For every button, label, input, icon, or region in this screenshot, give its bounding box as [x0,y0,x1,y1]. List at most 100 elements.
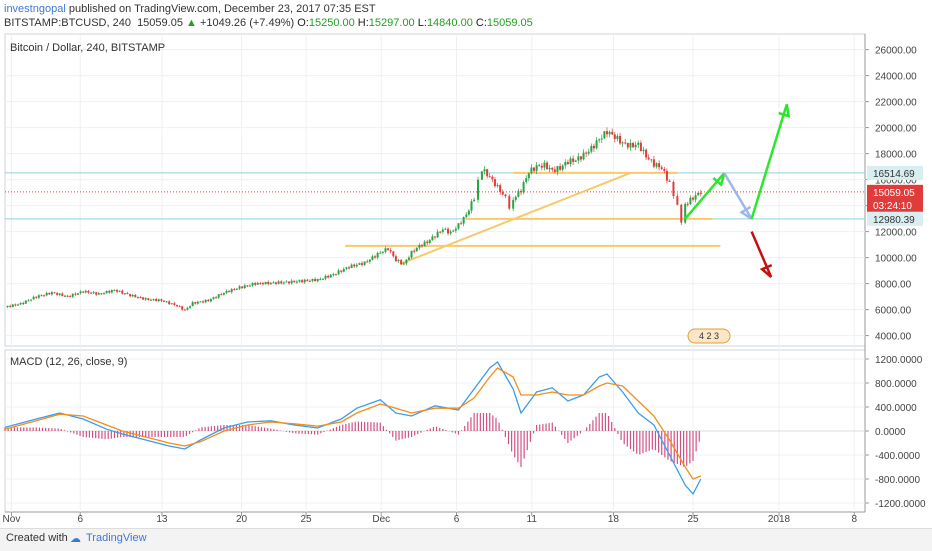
candle-body [173,303,176,305]
candle-body [152,299,155,301]
candle-body [543,162,546,168]
x-tick-label: 20 [236,514,248,525]
candle-body [553,169,556,172]
candle-body [577,156,580,161]
candle-body [371,256,374,260]
y-tick-label: 8000.00 [875,280,912,291]
candle-body [611,131,614,135]
candle-body [394,256,397,262]
candle-body [32,296,35,300]
candle-body [108,290,111,293]
chart-canvas[interactable]: 26000.00 24000.00 22000.00 20000.00 18000.00… [0,0,932,528]
candle-body [176,304,178,307]
candle-body [277,281,280,284]
candle-body [358,263,361,265]
macd-tick-label: -400.0000 [875,451,920,462]
candle-body [569,158,572,164]
candle-body [207,299,210,302]
candle-body [517,191,520,197]
candle-body [441,229,444,232]
x-tick-label: 25 [687,514,699,525]
candle-body [134,294,137,298]
candle-body [368,259,371,262]
candle-body [267,281,270,285]
created-with-text: Created with [6,532,68,544]
macd-tick-label: 0.0000 [875,427,906,438]
candle-body [126,293,129,295]
macd-title: MACD (12, 26, close, 9) [10,356,128,368]
candle-body [87,290,90,293]
publish-info: investngopal published on TradingView.co… [4,2,376,16]
price-label: 12980.39 [873,215,915,226]
up-triangle-icon: ▲ [186,17,197,29]
candle-body [363,261,366,265]
candle-body [379,252,382,254]
candle-body [434,236,436,238]
candle-body [147,298,150,300]
price-pane [4,33,866,347]
candle-body [546,162,549,170]
candle-body [269,282,272,285]
candle-body [572,158,575,162]
candle-body [209,299,212,302]
author-link[interactable]: investngopal [4,3,66,15]
candle-body [298,280,301,282]
candle-body [420,245,423,247]
candle-body [262,283,264,285]
candle-body [595,140,598,149]
y-tick-label: 18000.00 [875,150,917,161]
candle-body [272,282,275,284]
candle-body [621,142,624,144]
tradingview-link[interactable]: TradingView [86,532,147,544]
candle-body [58,293,61,295]
candle-body [400,260,403,265]
candle-body [387,248,390,251]
candle-body [48,292,51,295]
candle-body [538,165,541,167]
candle-body [157,299,160,302]
y-tick-label: 24000.00 [875,72,917,83]
candle-body [374,256,377,258]
candle-body [217,294,220,298]
candle-body [402,263,405,265]
session-badge [687,328,731,344]
x-tick-label: 18 [608,514,620,525]
last-price: 15059.05 [137,17,183,29]
projection-arrow-gray [723,172,753,220]
candle-body [566,162,569,164]
candle-body [162,300,165,302]
candle-body [40,295,43,297]
candle-body [587,151,590,154]
candle-body [376,252,379,258]
candle-body [499,185,502,193]
candle-body [473,199,476,202]
candle-body [491,176,494,180]
candle-body [79,291,82,294]
candle-body [512,199,515,209]
candle-body [230,289,233,293]
y-tick-label: 20000.00 [875,124,917,135]
candle-body [501,192,504,195]
candle-body [22,302,25,304]
candle-body [616,135,619,139]
candle-body [384,248,387,252]
candle-body [629,142,632,148]
x-tick-label: 25 [300,514,312,525]
candle-body [228,290,231,293]
candle-body [342,268,345,272]
candle-body [334,274,337,276]
candle-body [256,282,259,285]
candle-body [686,203,689,205]
candle-body [282,282,285,284]
candle-body [514,196,517,200]
x-tick-label: Nov [3,514,21,525]
candle-body [19,302,22,305]
candle-body [129,294,132,297]
candle-body [672,181,675,197]
candle-body [600,138,603,140]
candle-body [74,293,77,295]
candle-body [559,166,562,170]
candle-body [428,239,431,244]
open-value: 15250.00 [308,17,355,29]
candle-body [61,293,64,297]
